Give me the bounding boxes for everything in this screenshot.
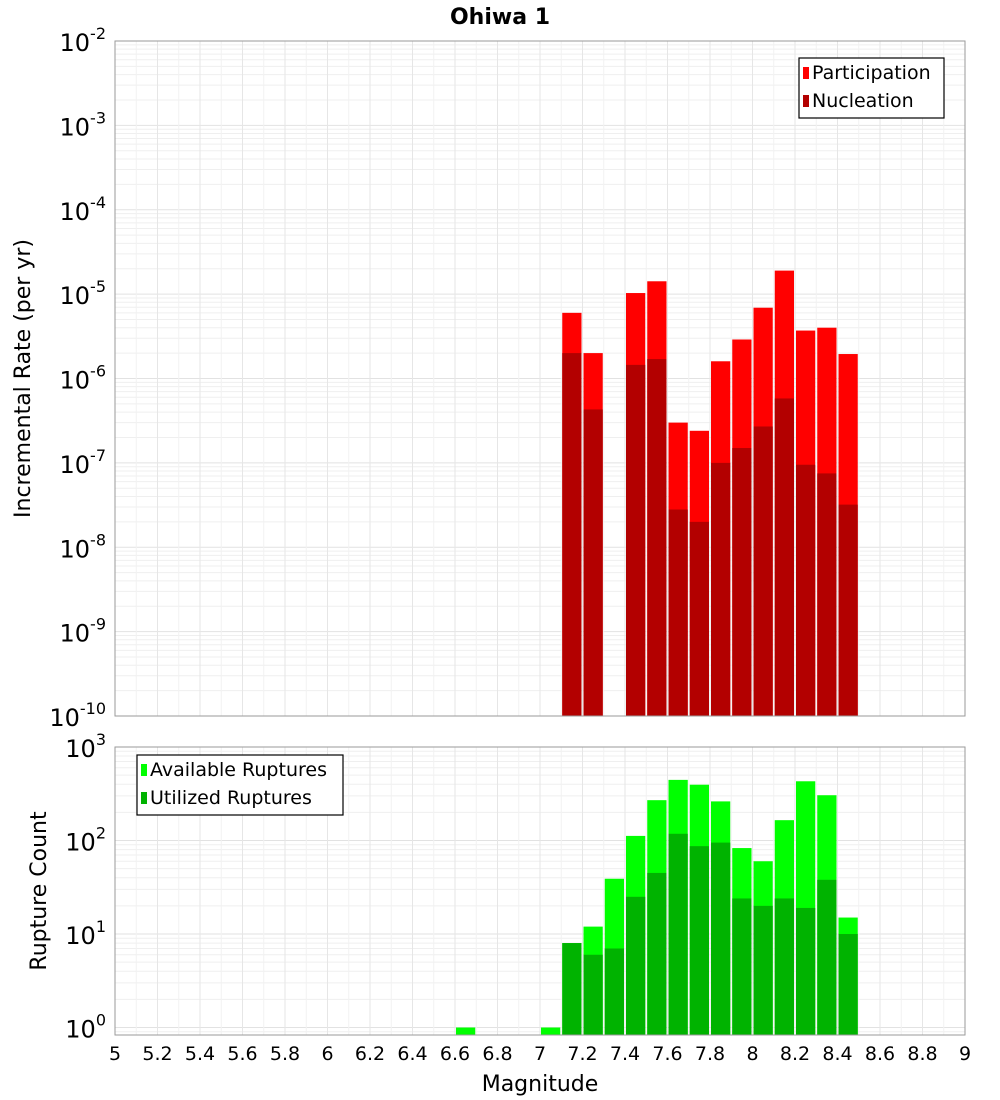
y-tick-label: 10-4 (60, 193, 107, 226)
legend-label: Available Ruptures (150, 759, 327, 781)
bar (647, 359, 667, 716)
legend-swatch (141, 792, 147, 804)
x-tick-label: 7.2 (567, 1043, 597, 1065)
bar (626, 896, 646, 1035)
bar (583, 409, 603, 716)
y-tick-label: 100 (65, 1011, 106, 1044)
bar (541, 1027, 561, 1035)
y-tick-label: 102 (65, 824, 106, 857)
count-panel: 100 101 102 103 Rupture Count Available Ruptu… (27, 730, 966, 1044)
x-tick-label: 7.4 (610, 1043, 640, 1065)
x-tick-label: 8.8 (907, 1043, 937, 1065)
y-tick-label: 10-10 (49, 699, 106, 732)
bar (817, 879, 837, 1035)
plot-border-rate (114, 40, 966, 717)
chart-title: Ohiwa 1 (450, 5, 550, 30)
legend-box (798, 57, 945, 119)
x-tick-label: 5.8 (270, 1043, 300, 1065)
x-tick-label: 9 (959, 1043, 971, 1065)
y-axis-label-count: Rupture Count (27, 811, 52, 971)
series-nucleation (562, 353, 858, 716)
x-tick-label: 8.2 (780, 1043, 810, 1065)
x-tick-label: 6.2 (355, 1043, 385, 1065)
bar (647, 872, 667, 1035)
bar (689, 846, 709, 1035)
bar (796, 464, 816, 716)
bar (668, 509, 688, 716)
bar (711, 462, 731, 716)
y-tick-label: 10-7 (60, 446, 107, 479)
x-axis-label: Magnitude (482, 1072, 599, 1097)
grid-rate (114, 41, 966, 717)
x-tick-label: 8.4 (822, 1043, 852, 1065)
legend-swatch (803, 95, 809, 107)
legend-label: Nucleation (812, 90, 914, 112)
y-tick-label: 10-8 (60, 530, 107, 563)
x-tick-label: 6.4 (397, 1043, 427, 1065)
rate-panel: 10-10 10-9 10-8 10-7 10-6 10-5 10-4 10-3 10-2 Inc… (11, 24, 966, 732)
bar (732, 448, 752, 716)
bar (562, 353, 582, 716)
x-tick-label: 7.8 (695, 1043, 725, 1065)
y-tick-label: 10-6 (60, 362, 107, 395)
bar (583, 954, 603, 1035)
y-tick-label: 10-5 (60, 277, 107, 310)
bar (838, 504, 858, 716)
legend-box (136, 754, 344, 816)
bar (817, 473, 837, 716)
y-tick-label: 10-9 (60, 615, 107, 648)
y-tick-label: 10-2 (60, 24, 107, 57)
x-tick-label: 5.2 (142, 1043, 172, 1065)
bar (604, 948, 624, 1035)
bar (753, 426, 773, 716)
x-tick-label: 6.8 (482, 1043, 512, 1065)
bar (838, 934, 858, 1035)
x-tick-label: 5.4 (185, 1043, 215, 1065)
bar (456, 1027, 476, 1035)
x-tick-label: 6 (321, 1043, 333, 1065)
bar (774, 898, 794, 1035)
legend-count: Available Ruptures Utilized Ruptures (136, 754, 344, 816)
legend-swatch (141, 764, 147, 776)
bar (562, 943, 582, 1035)
y-axis-label-rate: Incremental Rate (per yr) (11, 239, 36, 518)
bar (711, 842, 731, 1035)
bar (774, 398, 794, 716)
y-tick-label: 103 (65, 730, 106, 763)
x-tick-label: 7.6 (652, 1043, 682, 1065)
bar (796, 907, 816, 1035)
x-tick-label: 7 (534, 1043, 546, 1065)
legend-rate: Participation Nucleation (798, 57, 945, 119)
bar (668, 833, 688, 1035)
legend-label: Participation (812, 62, 931, 84)
y-tick-label: 101 (65, 917, 106, 950)
plot-border-count (114, 746, 966, 1036)
legend-swatch (803, 67, 809, 79)
x-tick-label: 5 (109, 1043, 121, 1065)
bar (753, 905, 773, 1035)
series-utilized-ruptures (562, 833, 858, 1035)
bar (626, 364, 646, 716)
x-tick-label: 8 (746, 1043, 758, 1065)
bar (732, 898, 752, 1035)
x-tick-label: 8.6 (865, 1043, 895, 1065)
x-tick-label: 5.6 (227, 1043, 257, 1065)
x-axis-ticks: 5 5.2 5.4 5.6 5.8 6 6.2 6.4 6.6 6.8 7 7.2 7.4 7.6 7.8 8… (109, 1043, 971, 1065)
bar (689, 521, 709, 716)
legend-label: Utilized Ruptures (150, 787, 312, 809)
y-tick-label: 10-3 (60, 108, 107, 141)
x-tick-label: 6.6 (440, 1043, 470, 1065)
